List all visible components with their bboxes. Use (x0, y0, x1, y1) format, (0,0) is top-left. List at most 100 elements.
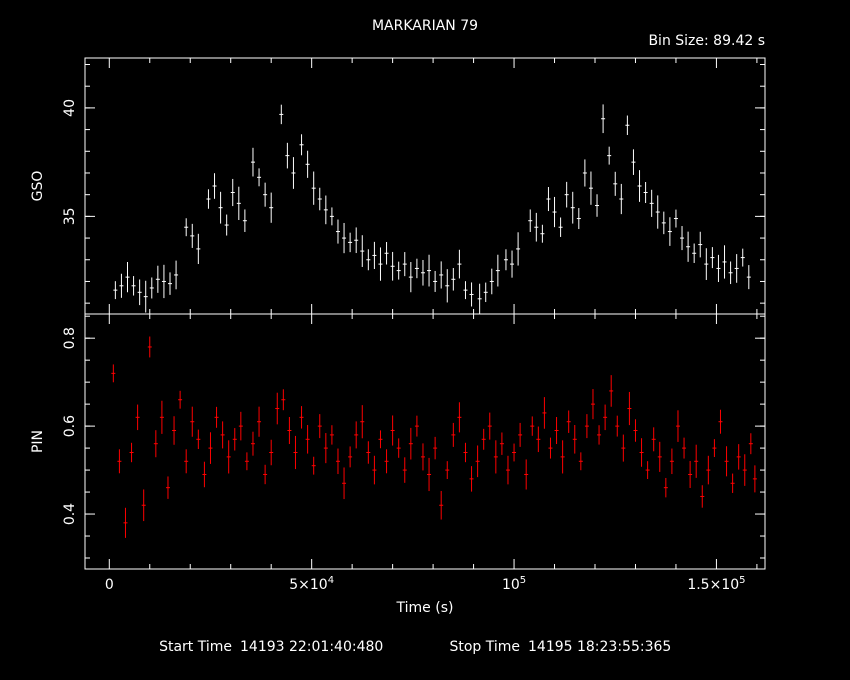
x-tick-label: 0 (105, 577, 114, 593)
gso-data-point (305, 150, 310, 178)
gso-data-point (366, 249, 371, 271)
pin-data-point (390, 415, 395, 446)
pin-data-point (257, 406, 262, 437)
pin-data-point (505, 455, 510, 485)
gso-data-point (601, 104, 606, 134)
pin-y-tick-label: 0.4 (62, 503, 78, 525)
pin-data-point (287, 416, 292, 445)
gso-data-point (396, 261, 401, 280)
gso-data-point (335, 219, 340, 244)
pin-y-tick-label: 0.6 (62, 415, 78, 437)
gso-data-point (263, 182, 268, 207)
pin-data-point (694, 444, 699, 478)
pin-data-point (542, 397, 547, 429)
pin-data-point (178, 390, 183, 409)
x-tick-exponent: 4 (328, 575, 334, 586)
pin-data-point (609, 375, 614, 407)
gso-data-point (728, 261, 733, 285)
pin-data-point (372, 455, 377, 485)
pin-data-point (597, 425, 602, 445)
gso-data-point (433, 270, 438, 292)
gso-data-point (495, 254, 500, 287)
pin-data-point (348, 446, 353, 468)
gso-y-axis-label: GSO (30, 171, 46, 202)
gso-data-point (372, 241, 377, 269)
pin-data-point (123, 507, 128, 538)
pin-data-point (518, 422, 523, 447)
pin-data-point (360, 405, 365, 439)
gso-data-point (680, 226, 685, 251)
pin-data-point (487, 412, 492, 440)
gso-data-point (149, 277, 154, 299)
gso-data-point (588, 171, 593, 205)
gso-data-point (698, 231, 703, 258)
gso-data-point (131, 276, 136, 296)
gso-data-point (439, 261, 444, 289)
gso-data-point (463, 281, 468, 300)
pin-data-point (354, 421, 359, 449)
pin-data-point (281, 389, 286, 411)
pin-panel: 0.4 0.6 0.8 PIN (30, 313, 766, 570)
pin-data-point (621, 434, 626, 462)
pin-data-point (633, 419, 638, 442)
gso-data-point (576, 208, 581, 230)
pin-data-point (196, 429, 201, 449)
pin-data-point (342, 467, 347, 500)
gso-data-point (477, 283, 482, 314)
pin-data-point (408, 427, 413, 460)
pin-data-point (378, 430, 383, 449)
gso-data-point (564, 181, 569, 208)
pin-data-point (244, 452, 249, 471)
gso-data-point (619, 183, 624, 215)
x-tick-exponent: 5 (520, 575, 526, 586)
pin-data-point (305, 425, 310, 454)
gso-data-point (230, 178, 235, 207)
gso-data-point (740, 248, 745, 267)
gso-data-point (257, 168, 262, 187)
gso-data-point (427, 254, 432, 287)
gso-data-point (625, 115, 630, 135)
pin-data-point (730, 473, 735, 493)
gso-data-point (168, 272, 172, 295)
gso-data-point (360, 235, 365, 267)
pin-data-point (420, 443, 425, 471)
pin-data-point (384, 449, 389, 474)
pin-data-point (226, 440, 231, 474)
pin-data-point (584, 414, 589, 439)
pin-data-point (748, 433, 753, 455)
gso-data-point (236, 186, 241, 220)
gso-data-point (445, 269, 450, 303)
gso-data-point (540, 224, 545, 243)
gso-data-point (469, 282, 474, 307)
pin-data-point (554, 416, 559, 445)
gso-data-point (420, 259, 425, 286)
gso-data-point (250, 147, 255, 177)
pin-data-point (439, 490, 444, 520)
start-time-label: Start Time (159, 639, 232, 655)
gso-data-point (174, 260, 179, 290)
gso-data-point (291, 157, 296, 189)
pin-data-point (335, 448, 340, 475)
gso-data-point (637, 170, 642, 202)
pin-data-point (645, 461, 650, 480)
gso-data-point (285, 142, 290, 169)
pin-data-point (153, 430, 158, 458)
x-axis-label: Time (s) (396, 600, 454, 616)
gso-data-point (746, 265, 751, 290)
pin-data-point (250, 431, 255, 456)
gso-data-point (414, 258, 419, 279)
pin-data-point (299, 406, 304, 429)
pin-data-point (172, 416, 177, 445)
gso-data-point (143, 280, 148, 313)
gso-data-point (546, 186, 551, 212)
pin-data-point (499, 432, 504, 455)
gso-data-point (242, 209, 247, 232)
pin-data-point (311, 456, 316, 475)
gso-data-point (558, 217, 563, 237)
gso-y-tick-label: 35 (62, 207, 78, 225)
pin-data-point (190, 406, 195, 437)
gso-data-point (716, 254, 721, 283)
pin-data-point (718, 409, 723, 434)
